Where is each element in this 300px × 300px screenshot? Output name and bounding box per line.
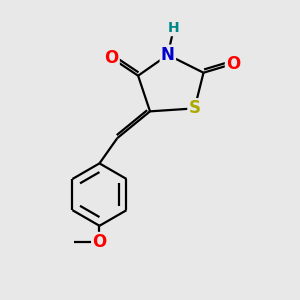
Text: S: S <box>189 99 201 117</box>
Text: O: O <box>92 233 106 251</box>
Text: H: H <box>168 21 180 35</box>
Text: O: O <box>104 49 118 67</box>
Text: O: O <box>226 55 240 73</box>
Text: N: N <box>161 46 175 64</box>
